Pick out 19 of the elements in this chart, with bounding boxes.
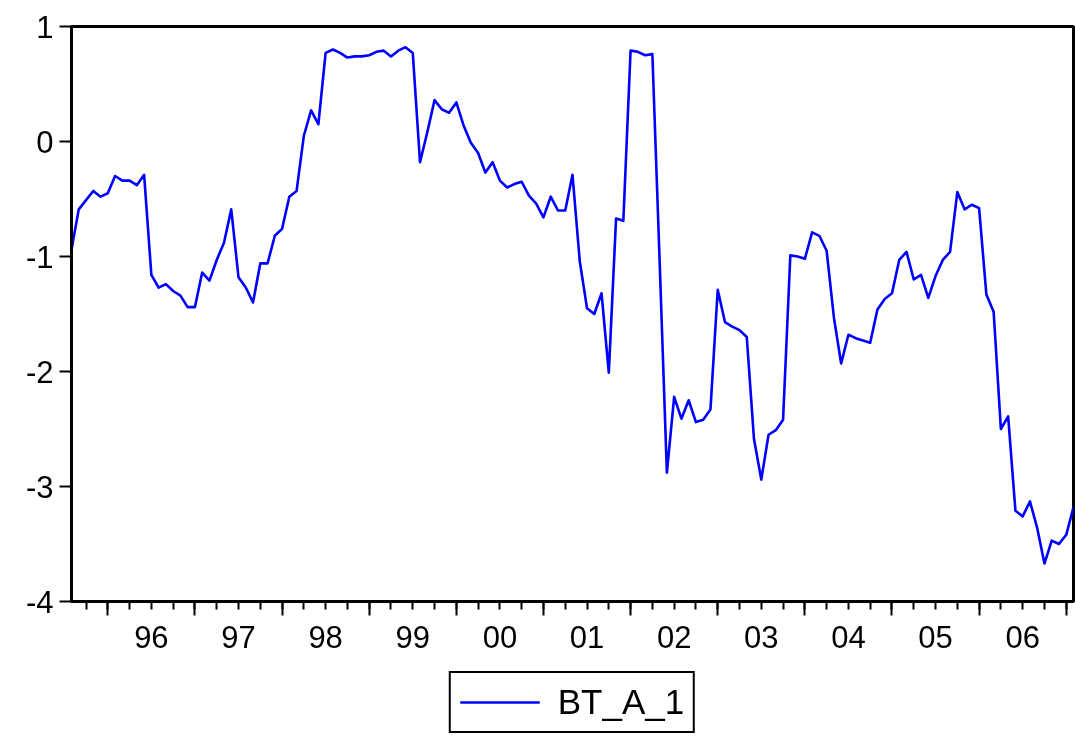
x-tick-label: 98 xyxy=(308,619,343,655)
x-tick-label: 06 xyxy=(1005,619,1040,655)
y-tick-label: 0 xyxy=(36,124,54,160)
y-tick-label: -3 xyxy=(25,469,54,505)
x-tick-label: 96 xyxy=(134,619,169,655)
y-tick-label: 1 xyxy=(36,9,54,45)
y-tick-label: -2 xyxy=(25,354,54,390)
x-tick-label: 99 xyxy=(395,619,430,655)
x-tick-label: 00 xyxy=(482,619,518,655)
line-series xyxy=(71,45,1074,565)
legend-label: BT_A_1 xyxy=(557,682,685,722)
x-tick-label: 01 xyxy=(569,619,605,655)
x-tick-label: 02 xyxy=(656,619,692,655)
x-tick-label: 03 xyxy=(744,619,779,655)
y-tick-label: -4 xyxy=(25,584,54,620)
y-tick-label: -1 xyxy=(25,239,54,275)
x-tick-label: 04 xyxy=(831,619,866,655)
x-tick-label: 97 xyxy=(221,619,256,655)
x-tick-label: 05 xyxy=(918,619,953,655)
